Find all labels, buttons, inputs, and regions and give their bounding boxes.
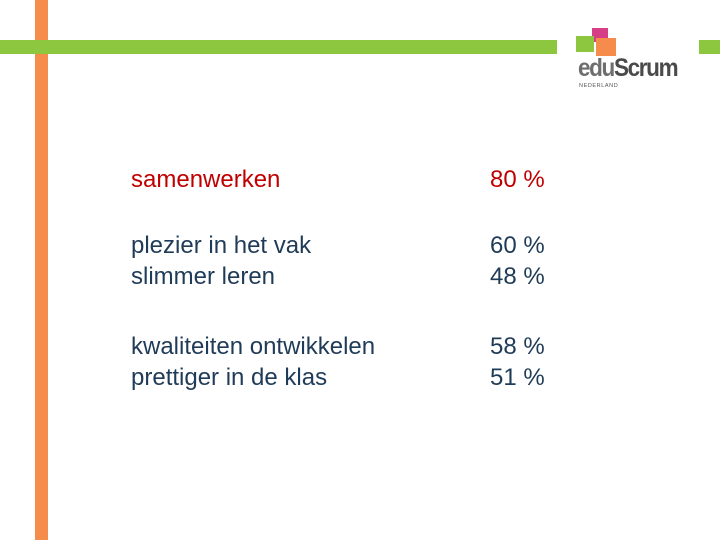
stat-value-line: 60 % bbox=[490, 232, 545, 259]
stat-label-line: prettiger in de klas bbox=[131, 364, 328, 391]
stat-label: plezier in het vak slimmer leren bbox=[131, 230, 311, 292]
orange-vertical-bar bbox=[35, 0, 48, 540]
logo-wordmark-edu: edu bbox=[578, 54, 615, 82]
stat-label-line: kwaliteiten ontwikkelen bbox=[131, 333, 376, 360]
stat-label-line: samenwerken bbox=[131, 166, 281, 193]
stat-label-line: slimmer leren bbox=[131, 263, 276, 290]
stat-label: kwaliteiten ontwikkelen prettiger in de … bbox=[131, 331, 375, 393]
stat-label: samenwerken bbox=[131, 164, 280, 195]
stat-value: 58 % 51 % bbox=[490, 331, 545, 393]
stat-value: 80 % bbox=[490, 164, 545, 195]
stat-label-line: plezier in het vak bbox=[131, 232, 312, 259]
stat-value-line: 48 % bbox=[490, 263, 545, 290]
logo-wordmark-scrum: Scrum bbox=[613, 54, 679, 82]
logo-green-square bbox=[576, 36, 594, 52]
stat-value-line: 51 % bbox=[490, 364, 545, 391]
stat-value-line: 58 % bbox=[490, 333, 545, 360]
stat-value-line: 80 % bbox=[490, 166, 545, 193]
logo-subtitle: NEDERLAND bbox=[579, 83, 619, 89]
stat-value: 60 % 48 % bbox=[490, 230, 545, 292]
logo-orange-square bbox=[596, 38, 616, 56]
green-horizontal-bar bbox=[0, 40, 557, 54]
green-horizontal-bar-right bbox=[699, 40, 720, 54]
eduscrum-logo: eduScrum NEDERLAND bbox=[570, 26, 700, 92]
logo-wordmark: eduScrum bbox=[578, 54, 679, 82]
